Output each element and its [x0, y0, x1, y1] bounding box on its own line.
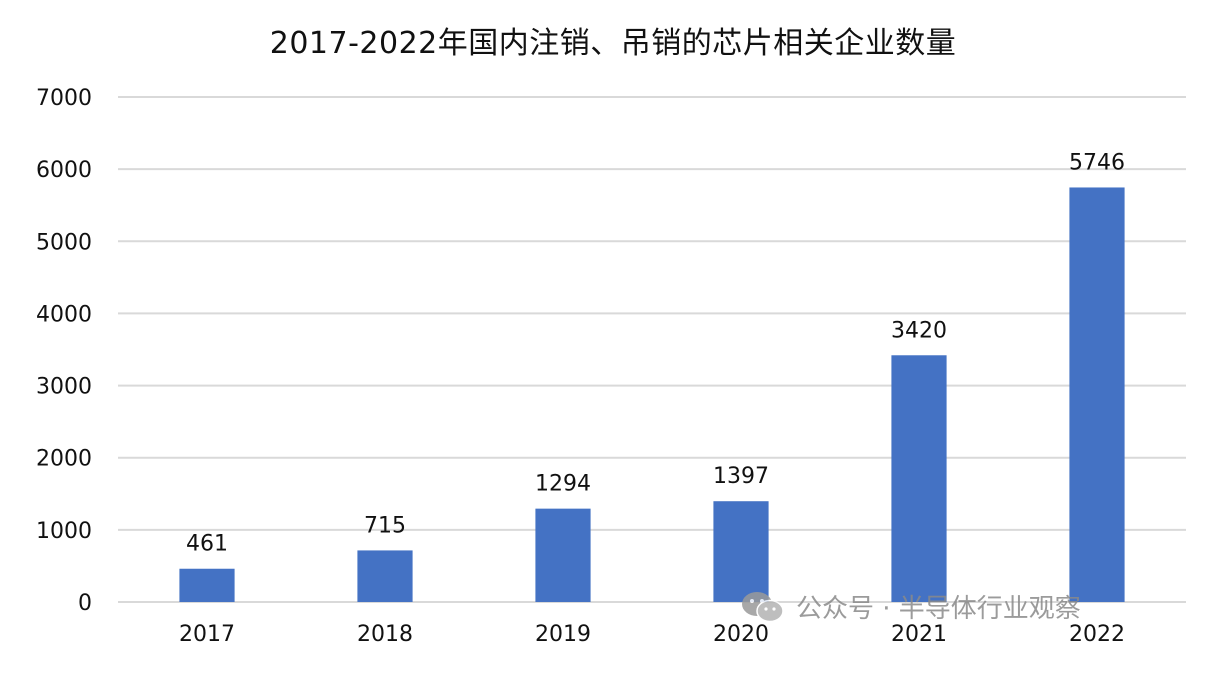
data-label-2022: 5746 [1069, 150, 1125, 175]
gridlines [118, 96, 1186, 603]
bar-2020 [713, 501, 769, 602]
y-tick-label-2000: 2000 [36, 447, 92, 472]
y-tick-label-1000: 1000 [36, 519, 92, 544]
bar-2019 [535, 508, 591, 602]
watermark: 公众号 · 半导体行业观察 [740, 588, 1081, 625]
data-label-2021: 3420 [891, 318, 947, 343]
data-label-2017: 461 [186, 532, 228, 557]
bars [179, 187, 1125, 602]
data-label-2020: 1397 [713, 464, 769, 489]
axis-labels: 0 1000 2000 3000 4000 5000 6000 7000 2017 2018 201… [36, 86, 1125, 647]
watermark-text: 公众号 · 半导体行业观察 [796, 594, 1081, 624]
x-tick-label-2018: 2018 [357, 622, 413, 647]
x-tick-label-2020: 2020 [713, 622, 769, 647]
bar-2022 [1069, 187, 1125, 602]
y-tick-label-3000: 3000 [36, 375, 92, 400]
y-tick-label-0: 0 [78, 591, 92, 616]
chart-title: 2017-2022年国内注销、吊销的芯片相关企业数量 [269, 26, 957, 61]
bar-2021 [891, 355, 947, 602]
y-tick-label-5000: 5000 [36, 230, 92, 255]
data-label-2018: 715 [364, 513, 406, 538]
wechat-icon [742, 591, 784, 622]
x-tick-label-2017: 2017 [179, 622, 235, 647]
y-tick-label-6000: 6000 [36, 158, 92, 183]
x-tick-label-2019: 2019 [535, 622, 591, 647]
data-label-2019: 1294 [535, 472, 591, 497]
bar-2017 [179, 568, 235, 602]
y-tick-label-4000: 4000 [36, 302, 92, 327]
x-tick-label-2021: 2021 [891, 622, 947, 647]
data-labels: 461 715 1294 1397 3420 5746 [186, 150, 1125, 556]
y-tick-label-7000: 7000 [36, 86, 92, 111]
x-tick-label-2022: 2022 [1069, 622, 1125, 647]
bar-2018 [357, 550, 413, 602]
